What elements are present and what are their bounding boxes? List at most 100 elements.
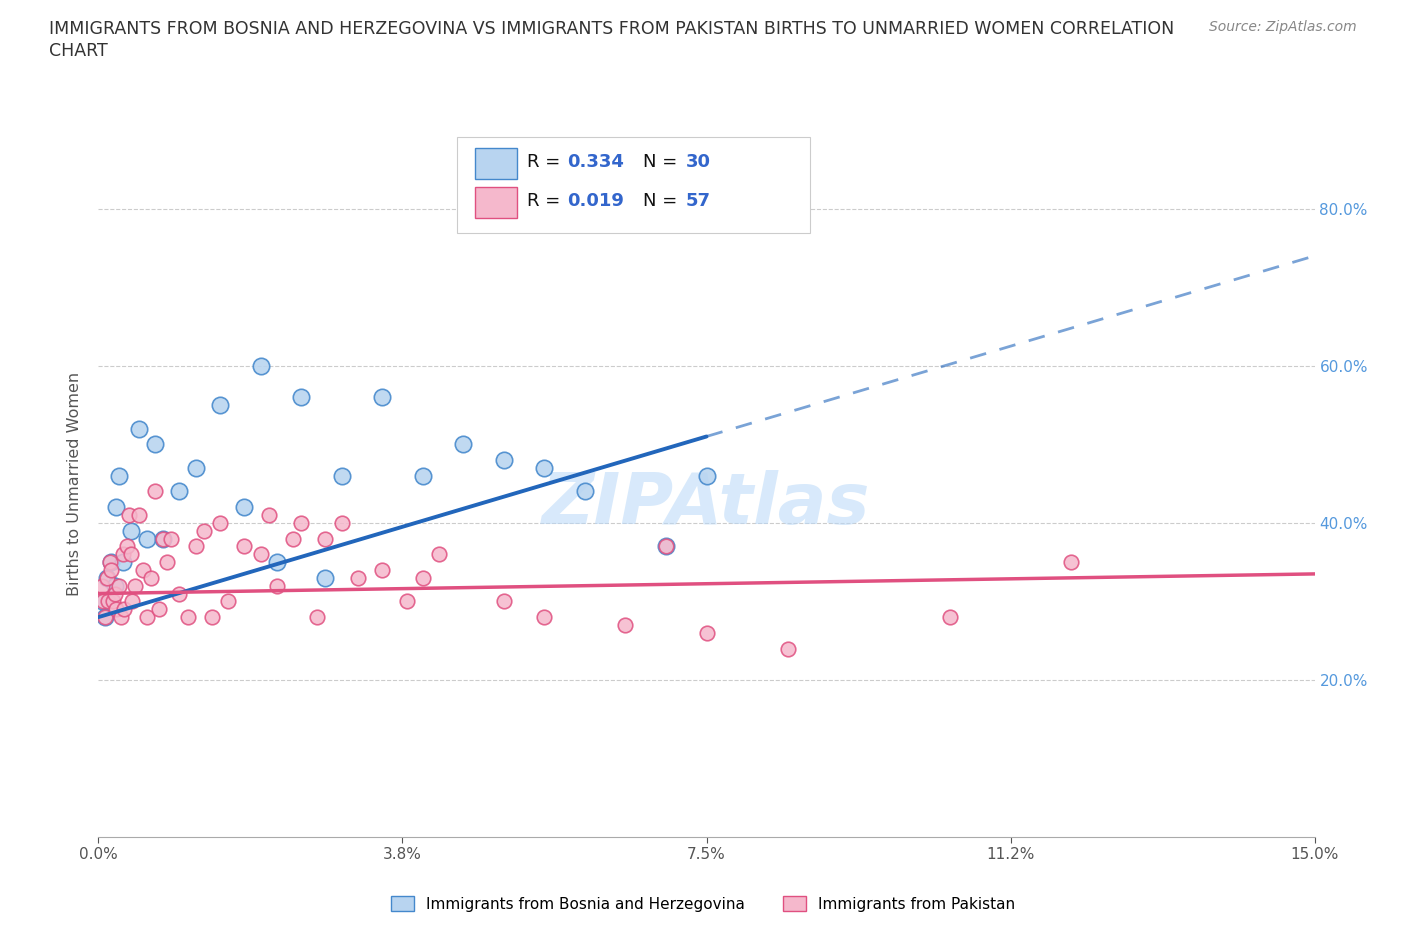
Point <box>257 508 280 523</box>
Point <box>330 469 353 484</box>
Point <box>94 610 117 625</box>
Point <box>453 437 475 452</box>
Point <box>110 610 132 625</box>
Point <box>574 484 596 498</box>
Point <box>121 594 143 609</box>
Point <box>314 531 336 546</box>
Point <box>193 524 215 538</box>
Point <box>492 453 515 468</box>
Point <box>124 578 146 593</box>
FancyBboxPatch shape <box>475 148 517 179</box>
Point <box>156 554 179 569</box>
Point <box>249 547 271 562</box>
Text: Source: ZipAtlas.com: Source: ZipAtlas.com <box>1209 20 1357 34</box>
Point <box>412 469 434 484</box>
Point <box>233 499 256 514</box>
Point <box>152 531 174 546</box>
Point <box>90 578 112 593</box>
Point <box>120 524 142 538</box>
Point <box>101 594 124 609</box>
Point <box>91 594 114 609</box>
Text: R =: R = <box>526 153 565 171</box>
Point <box>105 602 128 617</box>
Point <box>148 602 170 617</box>
Point <box>143 484 166 498</box>
Point <box>655 539 678 554</box>
Point <box>939 610 962 625</box>
Text: 0.334: 0.334 <box>567 153 623 171</box>
Point <box>233 539 256 554</box>
Point <box>98 554 121 569</box>
Point <box>136 610 159 625</box>
Point <box>371 390 394 405</box>
Point <box>169 484 191 498</box>
Point <box>94 610 117 625</box>
Point <box>105 499 128 514</box>
Point <box>96 570 118 585</box>
Point <box>115 539 138 554</box>
Point <box>655 539 678 554</box>
FancyBboxPatch shape <box>475 187 517 218</box>
Text: N =: N = <box>644 192 683 210</box>
Y-axis label: Births to Unmarried Women: Births to Unmarried Women <box>67 372 83 595</box>
Text: R =: R = <box>526 192 565 210</box>
Point <box>266 554 288 569</box>
Point <box>290 515 312 530</box>
Point <box>395 594 418 609</box>
Point <box>266 578 288 593</box>
Point <box>696 625 718 640</box>
Text: 30: 30 <box>686 153 711 171</box>
Point <box>249 358 271 373</box>
Point <box>96 570 118 585</box>
Point <box>696 469 718 484</box>
Point <box>614 618 637 632</box>
Point <box>111 547 134 562</box>
Text: ZIPAtlas: ZIPAtlas <box>543 471 870 539</box>
Point <box>104 578 127 593</box>
Point <box>107 469 129 484</box>
Text: IMMIGRANTS FROM BOSNIA AND HERZEGOVINA VS IMMIGRANTS FROM PAKISTAN BIRTHS TO UNM: IMMIGRANTS FROM BOSNIA AND HERZEGOVINA V… <box>49 20 1174 38</box>
Point <box>371 563 394 578</box>
Point <box>128 421 150 436</box>
FancyBboxPatch shape <box>457 138 810 232</box>
Point <box>152 531 174 546</box>
Point <box>128 508 150 523</box>
Point <box>281 531 304 546</box>
Point <box>330 515 353 530</box>
Text: CHART: CHART <box>49 42 108 60</box>
Point <box>347 570 370 585</box>
Text: N =: N = <box>644 153 683 171</box>
Point <box>217 594 239 609</box>
Legend: Immigrants from Bosnia and Herzegovina, Immigrants from Pakistan: Immigrants from Bosnia and Herzegovina, … <box>385 889 1021 918</box>
Point <box>143 437 166 452</box>
Point <box>169 586 191 601</box>
Point <box>412 570 434 585</box>
Point <box>104 586 127 601</box>
Point <box>209 515 232 530</box>
Point <box>112 602 135 617</box>
Point <box>427 547 450 562</box>
Point <box>100 563 122 578</box>
Point <box>1060 554 1083 569</box>
Point <box>176 610 198 625</box>
Point <box>290 390 312 405</box>
Point <box>184 460 207 475</box>
Point <box>136 531 159 546</box>
Point <box>184 539 207 554</box>
Point <box>100 554 122 569</box>
Point <box>533 610 555 625</box>
Point <box>307 610 329 625</box>
Point <box>139 570 162 585</box>
Point <box>120 547 142 562</box>
Point <box>111 554 134 569</box>
Point <box>492 594 515 609</box>
Text: 57: 57 <box>686 192 711 210</box>
Point <box>97 594 120 609</box>
Point <box>160 531 183 546</box>
Point <box>91 594 114 609</box>
Point <box>533 460 555 475</box>
Point <box>118 508 141 523</box>
Point <box>107 578 129 593</box>
Point <box>132 563 155 578</box>
Point <box>209 398 232 413</box>
